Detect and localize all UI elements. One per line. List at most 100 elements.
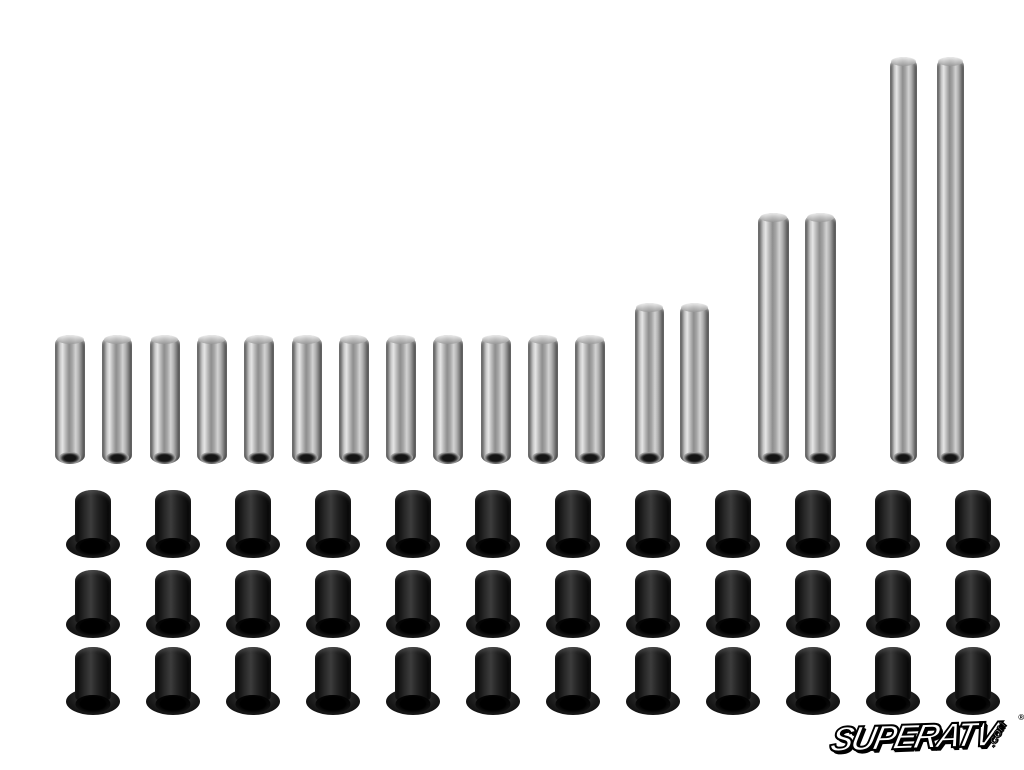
bushing-body: [635, 570, 671, 623]
bushing-body: [795, 647, 831, 700]
bushing-body: [155, 570, 191, 623]
bushing-body: [795, 570, 831, 623]
bushing: [466, 570, 520, 638]
bushing-body: [955, 647, 991, 700]
bushing-body: [715, 647, 751, 700]
bushing-bore-hole: [395, 695, 431, 713]
bushing-body: [155, 490, 191, 543]
bushing-bore-hole: [75, 695, 111, 713]
bushing: [146, 570, 200, 638]
bushing: [466, 490, 520, 558]
bushing: [946, 647, 1000, 715]
bushing-bore-hole: [395, 618, 431, 636]
bushing: [786, 647, 840, 715]
bushing-bore-hole: [155, 695, 191, 713]
bushing-bore-hole: [635, 538, 671, 556]
bushing-body: [155, 647, 191, 700]
bushing: [386, 647, 440, 715]
bushing: [306, 490, 360, 558]
bushing-bore-hole: [395, 538, 431, 556]
metal-sleeve-short: [386, 335, 417, 464]
bushing-body: [75, 490, 111, 543]
metal-sleeve-short: [528, 335, 558, 464]
bushing-body: [555, 490, 591, 543]
bushing: [386, 570, 440, 638]
bushing-body: [235, 570, 271, 623]
bushing: [706, 490, 760, 558]
bushing-bore-hole: [475, 538, 511, 556]
bushing: [946, 570, 1000, 638]
bushing-body: [315, 490, 351, 543]
metal-sleeve-short: [291, 335, 322, 464]
bushing-body: [955, 570, 991, 623]
bushing-bore-hole: [75, 618, 111, 636]
bushing-body: [635, 647, 671, 700]
bushing: [546, 490, 600, 558]
bushing-body: [715, 570, 751, 623]
bushing-bore-hole: [315, 695, 351, 713]
bushing-bore-hole: [955, 538, 991, 556]
metal-sleeve-medium: [680, 303, 709, 464]
superatv-logo: SUPERATV .COM ®: [826, 712, 1024, 770]
bushing-body: [875, 570, 911, 623]
bushing: [66, 647, 120, 715]
bushing-bore-hole: [315, 538, 351, 556]
bushing-bore-hole: [795, 695, 831, 713]
bushing: [626, 490, 680, 558]
bushing: [866, 490, 920, 558]
bushing-body: [395, 647, 431, 700]
bushing-body: [75, 647, 111, 700]
bushing: [866, 570, 920, 638]
bushing: [786, 570, 840, 638]
bushing-body: [395, 490, 431, 543]
metal-sleeve-long: [805, 213, 836, 464]
bushing-body: [475, 490, 511, 543]
bushing-bore-hole: [235, 695, 271, 713]
bushing-bore-hole: [475, 618, 511, 636]
bushing: [146, 647, 200, 715]
metal-sleeve-extra-long: [890, 57, 917, 464]
bushing-body: [75, 570, 111, 623]
bushing-bore-hole: [315, 618, 351, 636]
bushing: [66, 490, 120, 558]
bushing: [466, 647, 520, 715]
bushing-body: [475, 570, 511, 623]
bushing-bore-hole: [155, 618, 191, 636]
bushing: [546, 570, 600, 638]
bushing-body: [715, 490, 751, 543]
bushing: [786, 490, 840, 558]
bushing: [66, 570, 120, 638]
bushing: [226, 490, 280, 558]
bushing-bore-hole: [555, 618, 591, 636]
bushing-body: [955, 490, 991, 543]
metal-sleeve-medium: [635, 303, 664, 464]
bushing: [386, 490, 440, 558]
bushing-bore-hole: [555, 695, 591, 713]
logo-registered-mark: ®: [1018, 712, 1024, 722]
bushing-bore-hole: [235, 618, 271, 636]
bushing: [146, 490, 200, 558]
bushing: [866, 647, 920, 715]
bushing: [706, 647, 760, 715]
bushing-bore-hole: [715, 618, 751, 636]
metal-sleeve-short: [480, 335, 511, 464]
metal-sleeve-short: [575, 335, 606, 464]
bushing-bore-hole: [875, 618, 911, 636]
bushing-bore-hole: [795, 618, 831, 636]
bushing: [546, 647, 600, 715]
bushing: [706, 570, 760, 638]
bushing-bore-hole: [795, 538, 831, 556]
metal-sleeve-long: [758, 213, 789, 464]
bushing: [626, 570, 680, 638]
logo-brand-text: SUPERATV: [826, 714, 1000, 761]
metal-sleeve-short: [149, 335, 180, 464]
bushing-body: [555, 570, 591, 623]
bushing-bore-hole: [635, 695, 671, 713]
bushing-body: [315, 570, 351, 623]
bushing-bore-hole: [955, 695, 991, 713]
bushing: [226, 570, 280, 638]
bushing-bore-hole: [635, 618, 671, 636]
metal-sleeve-short: [244, 335, 275, 464]
bushing-body: [875, 490, 911, 543]
metal-sleeve-extra-long: [937, 57, 964, 464]
